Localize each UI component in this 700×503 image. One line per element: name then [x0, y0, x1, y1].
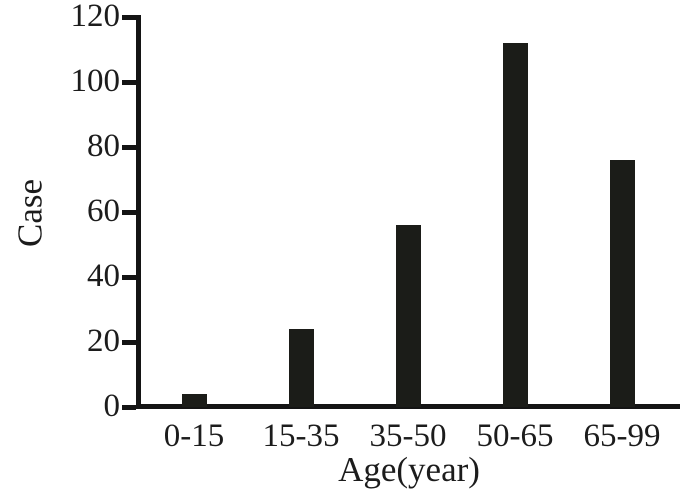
y-tick-mark — [122, 79, 136, 85]
y-tick-mark — [122, 404, 136, 410]
y-axis-title: Case — [10, 178, 50, 248]
y-tick-label: 120 — [70, 0, 121, 34]
x-tick-label: 65-99 — [583, 418, 661, 454]
y-tick-label: 100 — [70, 62, 121, 99]
bar — [181, 394, 207, 407]
y-tick-label: 80 — [87, 127, 120, 164]
bar — [609, 160, 635, 407]
x-tick-label: 15-35 — [262, 418, 340, 454]
y-tick-label: 0 — [103, 387, 121, 424]
x-tick-label: 50-65 — [476, 418, 554, 454]
y-tick-label: 20 — [87, 322, 120, 359]
plot-area: 0 20 40 60 80 100 120 0-15 15-35 35-50 50-65 65-99 — [71, 0, 680, 453]
x-tick-label: 0-15 — [163, 418, 225, 454]
y-tick-mark — [122, 14, 136, 20]
y-tick-mark — [122, 144, 136, 150]
y-tick-mark — [122, 274, 136, 280]
bar — [502, 43, 528, 407]
y-tick-label: 60 — [87, 192, 120, 229]
x-tick-label: 35-50 — [369, 418, 447, 454]
y-axis-line — [136, 15, 141, 409]
bar — [395, 225, 421, 407]
bar — [288, 329, 314, 407]
y-tick-mark — [122, 339, 136, 345]
y-tick-label: 40 — [87, 257, 120, 294]
y-tick-mark — [122, 209, 136, 215]
x-axis-title: Age(year) — [338, 450, 480, 489]
